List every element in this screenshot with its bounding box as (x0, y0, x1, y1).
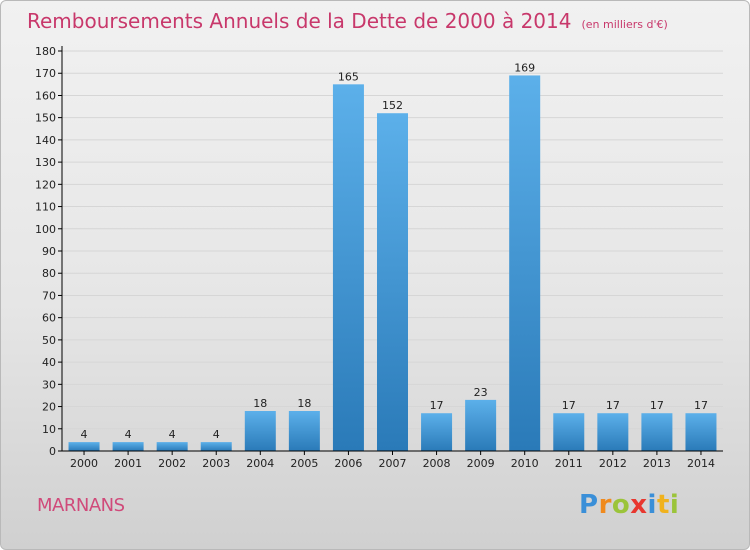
y-tick-label: 60 (42, 312, 56, 325)
y-tick-label: 80 (42, 267, 56, 280)
bar-value-label: 17 (606, 399, 620, 412)
bar (421, 413, 453, 451)
y-tick-label: 30 (42, 378, 56, 391)
x-tick-label: 2014 (687, 457, 715, 470)
x-tick-label: 2012 (599, 457, 627, 470)
bar (377, 113, 408, 451)
bar-value-label: 4 (81, 428, 88, 441)
x-tick-label: 2002 (158, 457, 186, 470)
bar-value-label: 18 (297, 397, 311, 410)
logo-letter: P (579, 490, 599, 520)
y-tick-label: 0 (49, 445, 56, 458)
bar-value-label: 17 (562, 399, 576, 412)
logo-letter: o (611, 490, 631, 520)
bar (332, 84, 364, 451)
proxiti-logo: Proxiti (579, 490, 679, 520)
y-tick-label: 170 (35, 67, 56, 80)
bar (68, 442, 100, 451)
x-tick-label: 2010 (511, 457, 539, 470)
x-tick-label: 2006 (334, 457, 362, 470)
y-tick-label: 20 (42, 401, 56, 414)
y-tick-label: 150 (35, 112, 56, 125)
logo-letter: r (598, 490, 612, 520)
title-text: Remboursements Annuels de la Dette de 20… (27, 9, 572, 33)
bar (200, 442, 232, 451)
x-tick-label: 2009 (467, 457, 495, 470)
x-tick-label: 2005 (290, 457, 318, 470)
logo-letter: t (656, 490, 670, 520)
y-tick-label: 100 (35, 223, 56, 236)
y-tick-label: 40 (42, 356, 56, 369)
x-tick-label: 2007 (379, 457, 407, 470)
y-tick-label: 120 (35, 178, 56, 191)
bar-value-label: 4 (213, 428, 220, 441)
bar-value-label: 23 (474, 386, 488, 399)
bar-value-label: 17 (430, 399, 444, 412)
bar-value-label: 169 (514, 61, 535, 74)
y-tick-label: 130 (35, 156, 56, 169)
bar (685, 413, 717, 451)
y-tick-label: 180 (35, 45, 56, 58)
x-tick-label: 2001 (114, 457, 142, 470)
bar (112, 442, 144, 451)
bar (156, 442, 188, 451)
bar-value-label: 4 (125, 428, 132, 441)
bar-value-label: 165 (338, 70, 359, 83)
x-tick-label: 2004 (246, 457, 274, 470)
bar (244, 411, 276, 451)
bar (553, 413, 585, 451)
title-unit: (en milliers d'€) (581, 18, 668, 31)
x-tick-label: 2013 (643, 457, 671, 470)
bar (288, 411, 320, 451)
commune-name: MARNANS (37, 495, 125, 516)
logo-letter: x (630, 490, 648, 520)
x-tick-label: 2011 (555, 457, 583, 470)
y-tick-label: 50 (42, 334, 56, 347)
x-tick-label: 2000 (70, 457, 98, 470)
bar-value-label: 4 (169, 428, 176, 441)
y-tick-label: 140 (35, 134, 56, 147)
bar (641, 413, 673, 451)
bar (465, 399, 497, 451)
chart-title: Remboursements Annuels de la Dette de 20… (27, 9, 668, 33)
x-tick-label: 2008 (423, 457, 451, 470)
y-tick-label: 70 (42, 289, 56, 302)
bar (509, 75, 541, 451)
y-tick-label: 10 (42, 423, 56, 436)
x-tick-label: 2003 (202, 457, 230, 470)
bar-value-label: 17 (694, 399, 708, 412)
y-tick-label: 160 (35, 89, 56, 102)
logo-letter: i (669, 490, 680, 520)
logo-letter: i (647, 490, 657, 520)
bar-value-label: 17 (650, 399, 664, 412)
bar-value-label: 18 (253, 397, 267, 410)
y-tick-label: 110 (35, 201, 56, 214)
bar (597, 413, 629, 451)
y-tick-label: 90 (42, 245, 56, 258)
bar-value-label: 152 (382, 99, 403, 112)
